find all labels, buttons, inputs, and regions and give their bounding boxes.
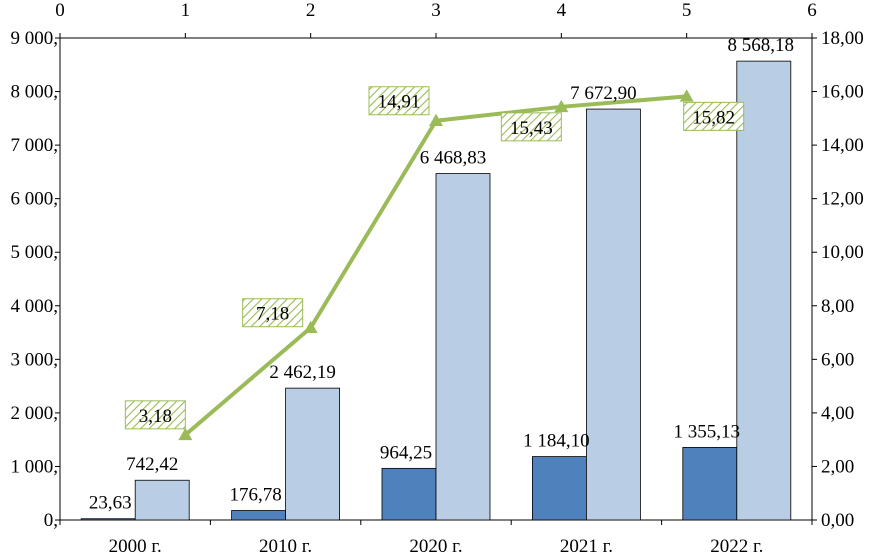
right-tick-label: 6,00	[821, 349, 854, 370]
line-value-label: 15,82	[692, 107, 735, 128]
left-tick-label: 5 000,	[11, 242, 59, 263]
line-marker	[303, 320, 318, 333]
bar-series-2-label: 7 672,90	[570, 83, 637, 104]
top-tick-label: 5	[682, 0, 692, 21]
bar-series-2	[736, 60, 792, 521]
top-tick-label: 3	[431, 0, 441, 21]
right-tick-label: 16,00	[821, 82, 864, 103]
bar-series-2	[586, 108, 641, 521]
bar-series-1-label: 1 184,10	[523, 431, 590, 452]
category-label: 2020 г.	[409, 536, 462, 557]
line-marker	[554, 99, 569, 113]
line-marker	[178, 427, 193, 441]
left-tick-label: 9 000,	[11, 28, 59, 49]
bar-series-1-label: 23,63	[89, 493, 132, 514]
line-label-box	[683, 101, 745, 131]
data-labels: 23,63 742,42 176,78 2 462,19 964,25 6 468,83 1…	[89, 35, 794, 514]
right-tick-label: 0,00	[821, 510, 854, 531]
left-tick-label: 7 000,	[11, 135, 59, 156]
category-label: 2022 г.	[710, 536, 763, 557]
bar-series-2	[285, 387, 341, 521]
bar-series-1	[682, 447, 738, 521]
bar-series-2-label: 2 462,19	[269, 362, 336, 383]
line-value-label: 3,18	[139, 406, 172, 427]
bar-series-2	[134, 479, 190, 521]
bar-series-1	[532, 456, 587, 521]
left-tick-label: 0,	[44, 510, 58, 531]
line-value-label: 7,18	[256, 304, 289, 325]
top-tick-label: 0	[55, 0, 65, 21]
right-tick-label: 14,00	[821, 135, 864, 156]
right-tick-label: 2,00	[821, 456, 854, 477]
line-value-label: 14,91	[378, 92, 421, 113]
line-marker	[429, 113, 443, 126]
bar-series-1-label: 964,25	[380, 442, 432, 463]
bar-series-1	[80, 518, 136, 521]
left-tick-label: 4 000,	[11, 296, 59, 317]
right-tick-label: 4,00	[821, 403, 854, 424]
axes: 0, 1 000, 2 000, 3 000, 4 000, 5 000, 6 000, 7 …	[11, 0, 864, 557]
bar-series-2-label: 6 468,83	[420, 148, 487, 169]
category-label: 2021 г.	[560, 536, 613, 557]
top-tick-label: 4	[557, 0, 567, 21]
category-label: 2010 г.	[259, 536, 312, 557]
right-tick-label: 8,00	[821, 296, 854, 317]
line-label-box	[242, 298, 304, 328]
bar-series-1-label: 1 355,13	[674, 421, 741, 442]
left-tick-label: 6 000,	[11, 189, 59, 210]
bar-series-2-label: 742,42	[126, 454, 178, 475]
bar-series-1	[231, 510, 287, 521]
left-tick-label: 2 000,	[11, 403, 59, 424]
line-value-label: 15,43	[510, 118, 553, 139]
bar-series-2-label: 8 568,18	[728, 35, 795, 56]
line-marker	[679, 89, 694, 102]
bar-series-2	[435, 173, 491, 521]
right-tick-label: 10,00	[821, 242, 864, 263]
bar-series-1	[381, 467, 437, 521]
left-tick-label: 3 000,	[11, 349, 59, 370]
left-tick-label: 8 000,	[11, 82, 59, 103]
right-tick-label: 12,00	[821, 189, 864, 210]
bar-series-1-label: 176,78	[229, 485, 281, 506]
top-tick-label: 1	[181, 0, 191, 21]
left-tick-label: 1 000,	[11, 456, 59, 477]
top-tick-label: 6	[807, 0, 817, 21]
line-series	[178, 89, 694, 441]
line-label-box	[500, 112, 562, 142]
right-tick-label: 18,00	[821, 28, 864, 49]
category-label: 2000 г.	[109, 536, 162, 557]
line-label-box	[124, 400, 186, 430]
bars	[80, 60, 792, 521]
top-tick-label: 2	[306, 0, 316, 21]
line-label-box	[368, 86, 430, 116]
